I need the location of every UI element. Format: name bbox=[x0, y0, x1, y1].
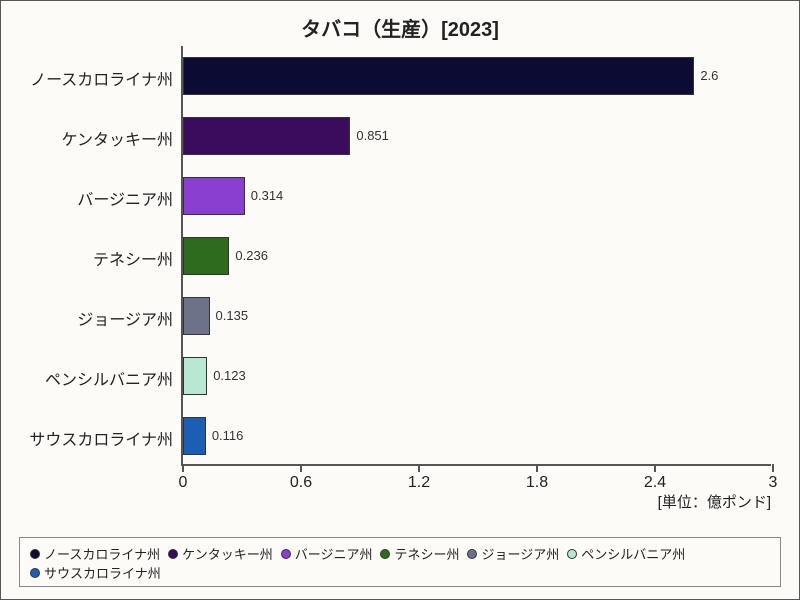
legend-item: ノースカロライナ州 bbox=[30, 544, 160, 563]
legend-item: バージニア州 bbox=[281, 544, 373, 563]
x-tick-label: 3 bbox=[769, 474, 778, 492]
bar bbox=[183, 117, 350, 155]
legend-swatch bbox=[281, 549, 291, 559]
x-tick bbox=[182, 464, 184, 472]
category-label: ケンタッキー州 bbox=[3, 126, 173, 150]
bar-value-label: 0.851 bbox=[356, 128, 389, 143]
legend-label: ペンシルバニア州 bbox=[581, 544, 685, 563]
bar bbox=[183, 357, 207, 395]
bar-value-label: 0.116 bbox=[212, 428, 244, 443]
plot-area: 2.60.8510.3140.2360.1350.1230.11600.61.2… bbox=[181, 46, 771, 466]
legend-label: ケンタッキー州 bbox=[182, 544, 273, 563]
legend-label: ノースカロライナ州 bbox=[44, 544, 160, 563]
legend-swatch bbox=[567, 549, 577, 559]
x-tick-label: 2.4 bbox=[644, 474, 666, 492]
bar bbox=[183, 297, 210, 335]
bar-value-label: 0.236 bbox=[235, 248, 268, 263]
legend-label: テネシー州 bbox=[394, 544, 459, 563]
legend-label: バージニア州 bbox=[295, 544, 373, 563]
legend-item: サウスカロライナ州 bbox=[30, 563, 161, 582]
bar-value-label: 0.123 bbox=[213, 368, 246, 383]
y-axis-labels: ノースカロライナ州ケンタッキー州バージニア州テネシー州ジョージア州ペンシルバニア… bbox=[1, 46, 177, 466]
legend-item: ケンタッキー州 bbox=[168, 544, 273, 563]
x-tick-label: 0.6 bbox=[290, 474, 312, 492]
legend-label: ジョージア州 bbox=[481, 544, 559, 563]
x-tick bbox=[536, 464, 538, 472]
bar-row: 2.6 bbox=[183, 46, 771, 106]
x-tick-label: 1.8 bbox=[526, 474, 548, 492]
category-label: ノースカロライナ州 bbox=[3, 66, 173, 90]
bar-value-label: 0.135 bbox=[216, 308, 249, 323]
bar-row: 0.851 bbox=[183, 106, 771, 166]
chart-container: タバコ（生産）[2023] ノースカロライナ州ケンタッキー州バージニア州テネシー… bbox=[1, 1, 799, 599]
legend: ノースカロライナ州 ケンタッキー州 バージニア州 テネシー州 ジョージア州 ペンシルバニア… bbox=[19, 537, 781, 587]
legend-item: テネシー州 bbox=[380, 544, 459, 563]
x-tick bbox=[654, 464, 656, 472]
legend-item: ペンシルバニア州 bbox=[567, 544, 685, 563]
x-axis-unit-label: [単位：億ポンド] bbox=[658, 491, 771, 512]
category-label: サウスカロライナ州 bbox=[3, 426, 173, 450]
category-label: テネシー州 bbox=[3, 246, 173, 270]
legend-row: ノースカロライナ州 ケンタッキー州 バージニア州 テネシー州 ジョージア州 ペンシルバニア… bbox=[30, 544, 770, 582]
legend-swatch bbox=[380, 549, 390, 559]
bar-row: 0.236 bbox=[183, 226, 771, 286]
legend-swatch bbox=[467, 549, 477, 559]
x-tick-label: 1.2 bbox=[408, 474, 430, 492]
bar bbox=[183, 237, 229, 275]
legend-swatch bbox=[168, 549, 178, 559]
legend-swatch bbox=[30, 568, 40, 578]
x-tick-label: 0 bbox=[179, 474, 188, 492]
legend-swatch bbox=[30, 549, 40, 559]
bar-row: 0.135 bbox=[183, 286, 771, 346]
x-tick bbox=[300, 464, 302, 472]
x-tick bbox=[418, 464, 420, 472]
bar bbox=[183, 57, 694, 95]
category-label: ジョージア州 bbox=[3, 306, 173, 330]
category-label: バージニア州 bbox=[3, 186, 173, 210]
x-tick bbox=[772, 464, 774, 472]
bar-value-label: 2.6 bbox=[700, 68, 718, 83]
bar-row: 0.314 bbox=[183, 166, 771, 226]
bar bbox=[183, 417, 206, 455]
bar-row: 0.116 bbox=[183, 406, 771, 466]
legend-label: サウスカロライナ州 bbox=[44, 563, 161, 582]
legend-item: ジョージア州 bbox=[467, 544, 559, 563]
chart-title: タバコ（生産）[2023] bbox=[1, 13, 799, 42]
bar-row: 0.123 bbox=[183, 346, 771, 406]
bar-value-label: 0.314 bbox=[251, 188, 284, 203]
category-label: ペンシルバニア州 bbox=[3, 366, 173, 390]
bar bbox=[183, 177, 245, 215]
